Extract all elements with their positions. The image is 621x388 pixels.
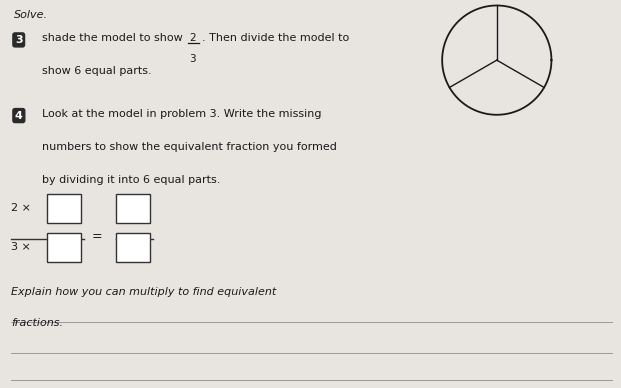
Text: 3 ×: 3 × <box>11 242 31 252</box>
Text: by dividing it into 6 equal parts.: by dividing it into 6 equal parts. <box>42 175 220 185</box>
Bar <box>47 194 81 223</box>
Text: 4: 4 <box>15 111 23 121</box>
Text: Look at the model in problem 3. Write the missing: Look at the model in problem 3. Write th… <box>42 109 322 119</box>
Text: shade the model to show: shade the model to show <box>42 33 186 43</box>
Text: Explain how you can multiply to find equivalent: Explain how you can multiply to find equ… <box>11 287 276 297</box>
Bar <box>116 194 150 223</box>
Text: =: = <box>92 230 102 243</box>
Text: 2: 2 <box>189 33 196 43</box>
Text: 3: 3 <box>189 54 196 64</box>
Text: numbers to show the equivalent fraction you formed: numbers to show the equivalent fraction … <box>42 142 337 152</box>
Text: show 6 equal parts.: show 6 equal parts. <box>42 66 152 76</box>
Text: . Then divide the model to: . Then divide the model to <box>202 33 349 43</box>
Text: 3: 3 <box>15 35 22 45</box>
Text: 2 ×: 2 × <box>11 203 31 213</box>
Text: Solve.: Solve. <box>14 10 48 20</box>
Bar <box>47 233 81 262</box>
Bar <box>116 233 150 262</box>
Text: fractions.: fractions. <box>11 318 63 328</box>
